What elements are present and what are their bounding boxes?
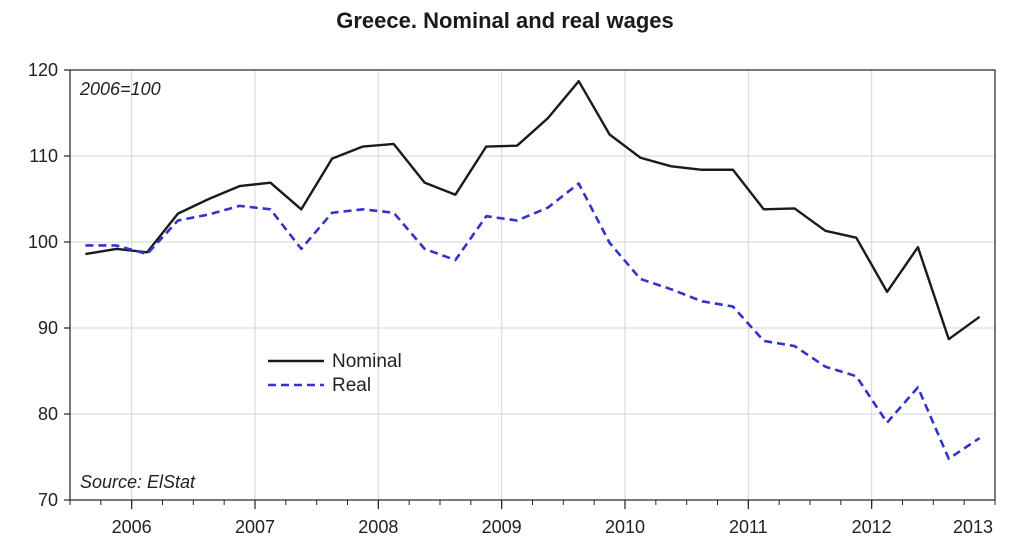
- x-tick-label: 2010: [605, 517, 645, 537]
- y-tick-label: 120: [28, 60, 58, 80]
- series-line-nominal: [85, 79, 981, 341]
- y-tick-label: 90: [38, 318, 58, 338]
- x-tick-label: 2006: [112, 517, 152, 537]
- series-group: [85, 79, 981, 461]
- chart-title: Greece. Nominal and real wages: [336, 8, 674, 33]
- source-note: Source: ElStat: [80, 472, 196, 492]
- x-tick-label: 2009: [482, 517, 522, 537]
- base-note: 2006=100: [79, 79, 161, 99]
- x-tick-label: 2011: [729, 517, 768, 537]
- y-axis: 70 80 90 100 110 120: [28, 60, 70, 510]
- legend: Nominal Real: [268, 351, 402, 396]
- x-tick-label: 2007: [235, 517, 275, 537]
- y-tick-label: 70: [38, 490, 58, 510]
- x-axis: 2006 2007 2008 2009 2010 2011 2012 2013: [69, 500, 996, 537]
- y-tick-label: 80: [38, 404, 58, 424]
- plot-area: [69, 69, 996, 501]
- x-tick-label: 2012: [852, 517, 892, 537]
- legend-label-real: Real: [332, 375, 371, 396]
- x-tick-label: 2008: [358, 517, 398, 537]
- x-tick-label: 2013: [953, 517, 993, 537]
- y-tick-label: 110: [29, 146, 58, 166]
- grid-lines: [70, 69, 995, 501]
- series-line-real: [85, 182, 981, 461]
- y-tick-label: 100: [28, 232, 58, 252]
- legend-label-nominal: Nominal: [332, 351, 402, 372]
